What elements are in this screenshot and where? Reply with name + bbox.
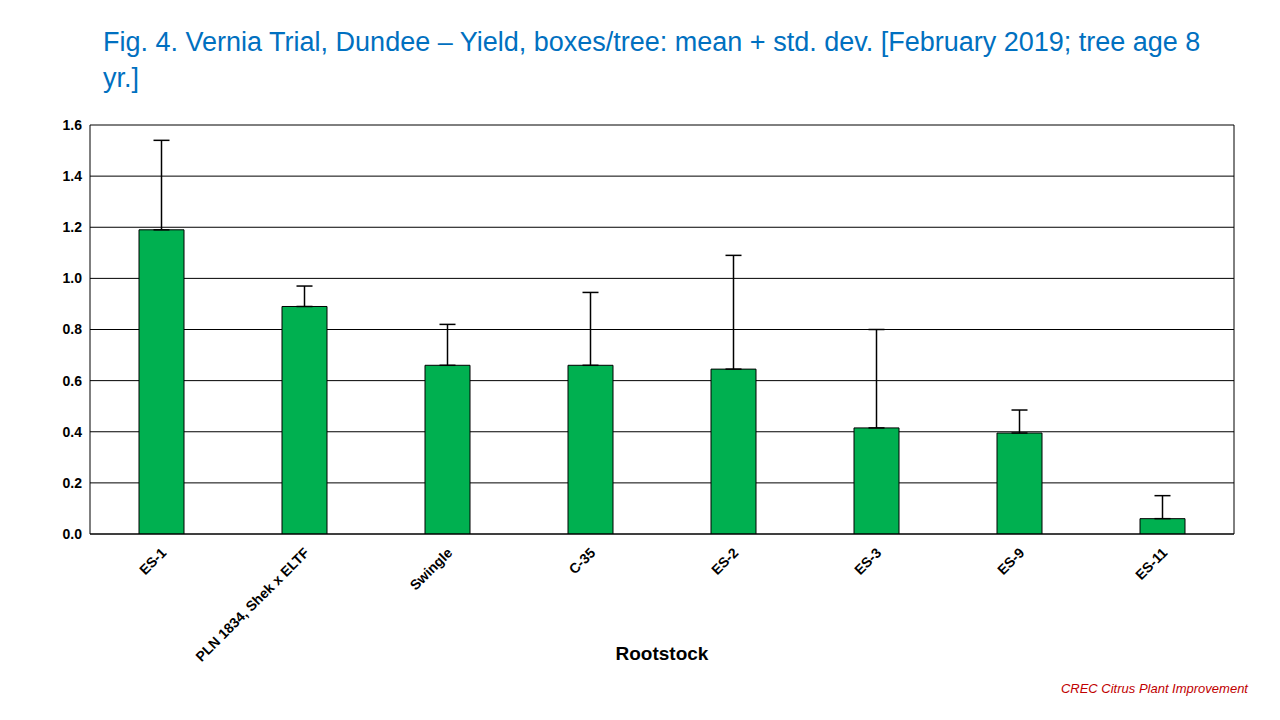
svg-text:1.4: 1.4	[63, 168, 83, 184]
svg-text:ES-11: ES-11	[1132, 544, 1170, 582]
svg-text:1.2: 1.2	[63, 219, 83, 235]
svg-text:ES-2: ES-2	[708, 544, 741, 577]
svg-text:Rootstock: Rootstock	[616, 643, 709, 664]
svg-text:0.4: 0.4	[63, 424, 83, 440]
svg-text:ES-9: ES-9	[994, 544, 1027, 577]
svg-text:PLN 1834, Shek x ELTF: PLN 1834, Shek x ELTF	[192, 544, 312, 664]
svg-text:0.2: 0.2	[63, 475, 83, 491]
html-text:CREC Citrus Plant Improvement: CREC Citrus Plant Improvement	[1060, 681, 1248, 696]
svg-text:1.6: 1.6	[63, 117, 83, 133]
svg-text:0.0: 0.0	[63, 526, 83, 542]
svg-text:ES-3: ES-3	[851, 544, 884, 577]
svg-text:0.8: 0.8	[63, 321, 83, 337]
svg-text:0.6: 0.6	[63, 373, 83, 389]
svg-text:Swingle: Swingle	[407, 544, 456, 593]
svg-text:ES-1: ES-1	[136, 544, 169, 577]
svg-text:1.0: 1.0	[63, 270, 83, 286]
html-text:Fig. 4. Vernia Trial, Dundee –: Fig. 4. Vernia Trial, Dundee – Yield, bo…	[103, 27, 1201, 93]
svg-text:C-35: C-35	[565, 544, 598, 577]
